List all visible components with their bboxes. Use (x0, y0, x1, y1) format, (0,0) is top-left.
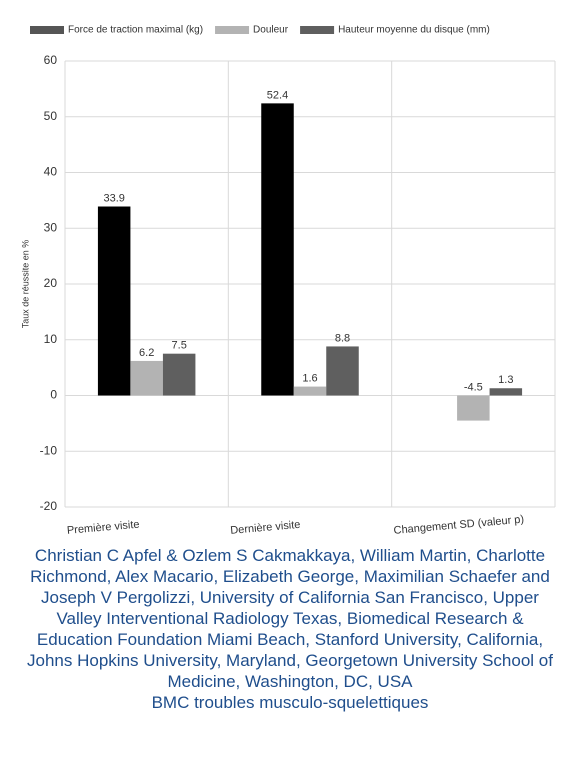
legend-swatch (215, 26, 250, 34)
bar (457, 395, 490, 421)
caption-authors: Christian C Apfel & Ozlem S Cakmakkaya, … (27, 546, 553, 691)
data-label: 33.9 (103, 192, 124, 204)
y-tick-label: 10 (44, 332, 58, 346)
legend-swatch (30, 26, 64, 34)
data-label: 7.5 (172, 340, 187, 352)
data-label: 1.3 (498, 374, 513, 386)
y-tick-label: 20 (44, 276, 58, 290)
legend-label: Force de traction maximal (kg) (68, 25, 203, 36)
legend-swatch (300, 26, 335, 34)
caption: Christian C Apfel & Ozlem S Cakmakkaya, … (20, 545, 560, 713)
data-label: 6.2 (139, 347, 154, 359)
y-tick-label: 40 (44, 165, 58, 179)
bar (293, 386, 327, 396)
y-tick-label: -20 (40, 499, 58, 513)
data-label: 1.6 (302, 372, 317, 384)
legend-label: Douleur (253, 25, 289, 36)
bar (261, 103, 294, 396)
y-tick-label: 0 (50, 388, 57, 402)
data-label: -4.5 (464, 381, 483, 393)
bar (326, 346, 359, 396)
x-tick-label: Dernière visite (230, 519, 301, 537)
x-tick-label: Première visite (66, 519, 140, 537)
y-axis-label: Taux de réussite en % (20, 240, 30, 329)
chart: Taux de réussite en % -20 -10 0 10 20 30 40 50 6… (20, 25, 556, 537)
bar (489, 388, 523, 396)
x-tick-label: Changement SD (valeur p) (393, 514, 524, 537)
legend-label: Hauteur moyenne du disque (mm) (338, 25, 490, 36)
y-tick-label: -10 (40, 443, 58, 457)
data-label: 8.8 (335, 332, 350, 344)
bar (130, 360, 163, 396)
y-tick-label: 50 (44, 109, 58, 123)
bar (162, 353, 196, 396)
data-label: 52.4 (267, 89, 288, 101)
y-tick-label: 30 (44, 220, 58, 234)
bar (97, 206, 131, 396)
caption-source: BMC troubles musculo-squelettiques (151, 693, 429, 712)
y-tick-label: 60 (44, 53, 58, 67)
